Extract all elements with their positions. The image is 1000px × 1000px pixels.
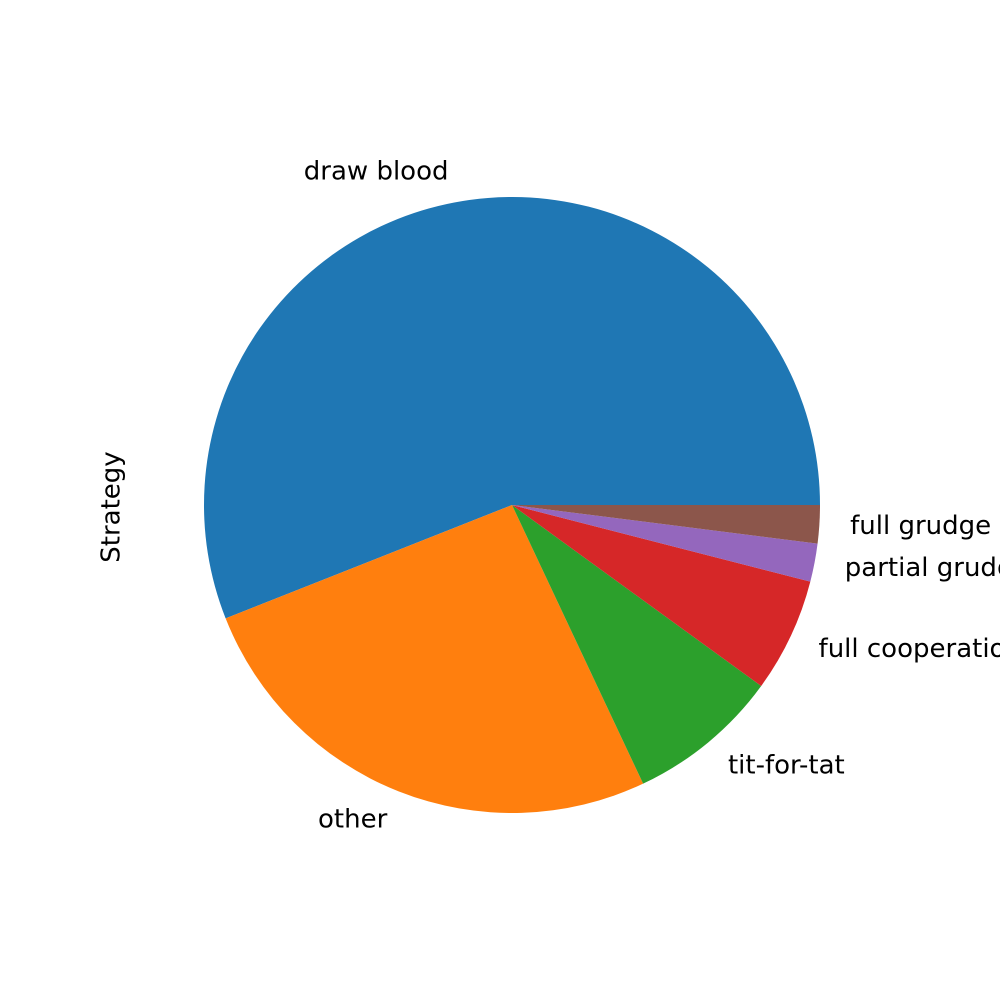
pie-slices bbox=[204, 197, 821, 813]
slice-label-full-grudge: full grudge bbox=[850, 511, 991, 541]
slice-label-full-cooperation: full cooperation bbox=[819, 634, 1000, 664]
pie-slice-full-grudge bbox=[512, 505, 820, 544]
slice-label-partial-grudge: partial grudge bbox=[845, 553, 1000, 583]
slice-label-other: other bbox=[318, 805, 388, 835]
pie-slice-full-cooperation bbox=[512, 505, 811, 687]
y-axis-label: Strategy bbox=[97, 451, 127, 562]
pie-slice-partial-grudge bbox=[512, 505, 818, 582]
slice-label-draw-blood: draw blood bbox=[304, 157, 449, 187]
slice-label-tit-for-tat: tit-for-tat bbox=[728, 751, 845, 781]
pie-labels: draw blood other tit-for-tat full cooperati… bbox=[304, 157, 1000, 835]
pie-slice-draw-blood bbox=[204, 197, 821, 619]
pie-slice-other bbox=[225, 505, 644, 813]
pie-slice-tit-for-tat bbox=[512, 505, 762, 784]
